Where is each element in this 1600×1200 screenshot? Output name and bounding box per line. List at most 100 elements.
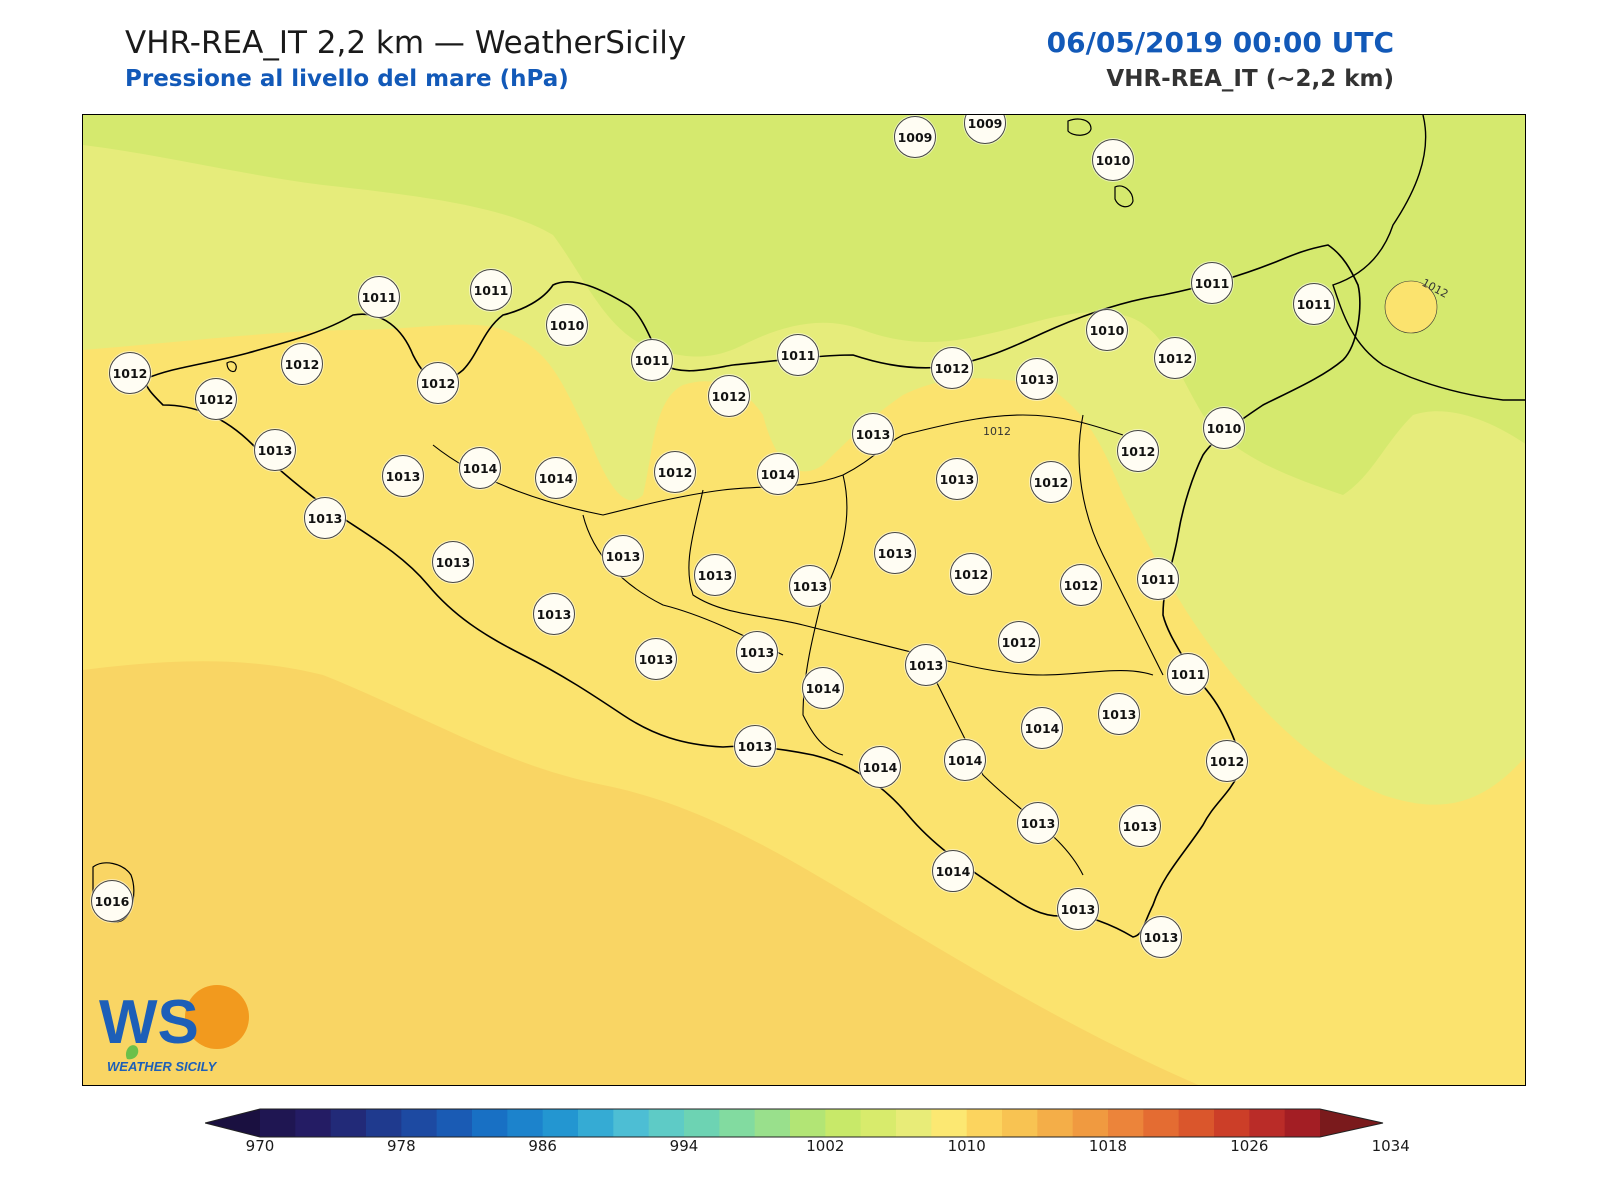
- station-marker: 1013: [734, 725, 776, 767]
- colorbar-segment: [790, 1109, 826, 1137]
- colorbar-segment: [1037, 1109, 1074, 1137]
- colorbar-tick-label: 1002: [806, 1137, 845, 1155]
- colorbar-underflow: [205, 1109, 260, 1137]
- station-marker: 1012: [1117, 430, 1159, 472]
- station-marker: 1012: [998, 621, 1040, 663]
- station-marker: 1013: [635, 638, 677, 680]
- colorbar-segment: [578, 1109, 614, 1137]
- colorbar-tick-label: 1018: [1088, 1137, 1128, 1155]
- colorbar-tick-label: 970: [245, 1137, 275, 1155]
- station-marker: 1014: [535, 457, 577, 499]
- contour-label: 1012: [983, 425, 1011, 438]
- station-marker: 1012: [1060, 564, 1102, 606]
- station-marker: 1012: [417, 362, 459, 404]
- colorbar-tick-label: 1010: [947, 1137, 986, 1155]
- station-marker: 1012: [950, 553, 992, 595]
- province-border: [802, 474, 848, 756]
- station-marker: 1012: [109, 352, 151, 394]
- station-marker: 1014: [802, 667, 844, 709]
- colorbar-segment: [896, 1109, 932, 1137]
- station-marker: 1010: [1203, 407, 1245, 449]
- colorbar-segment: [825, 1109, 862, 1137]
- station-marker: 1011: [1293, 283, 1335, 325]
- map-subtitle: Pressione al livello del mare (hPa): [125, 66, 569, 92]
- colorbar-segment: [1284, 1109, 1321, 1137]
- station-marker: 1013: [1140, 916, 1182, 958]
- station-marker: 1012: [708, 375, 750, 417]
- station-marker: 1012: [281, 343, 323, 385]
- station-marker: 1014: [757, 453, 799, 495]
- province-border: [1078, 414, 1164, 676]
- station-marker: 1011: [1137, 558, 1179, 600]
- colorbar-segment: [754, 1109, 791, 1137]
- weathersicily-logo: WS WEATHER SICILY: [97, 981, 267, 1081]
- station-marker: 1014: [944, 739, 986, 781]
- colorbar-segment: [1249, 1109, 1286, 1137]
- station-marker: 1012: [195, 378, 237, 420]
- colorbar-segment: [260, 1109, 296, 1137]
- station-marker: 1011: [1167, 653, 1209, 695]
- station-marker: 1010: [1086, 309, 1128, 351]
- island: [226, 361, 237, 373]
- station-marker: 1011: [470, 269, 512, 311]
- pressure-map: 1012 1012 1009 1009 1010 1011 1011 1010 1011 10…: [82, 114, 1526, 1086]
- station-marker: 1012: [931, 347, 973, 389]
- forecast-datetime: 06/05/2019 00:00 UTC: [1046, 26, 1394, 59]
- colorbar-segment: [931, 1109, 968, 1137]
- colorbar-segment: [507, 1109, 544, 1137]
- colorbar-outline: [205, 1108, 1384, 1138]
- station-marker: 1011: [358, 276, 400, 318]
- island: [1114, 185, 1134, 208]
- colorbar-segment: [648, 1109, 685, 1137]
- colorbar-segment: [401, 1109, 438, 1137]
- station-marker: 1013: [789, 565, 831, 607]
- station-marker: 1009: [894, 116, 936, 158]
- station-marker: 1013: [602, 535, 644, 577]
- station-marker: 1013: [736, 631, 778, 673]
- colorbar-segment: [366, 1109, 402, 1137]
- colorbar-tick-label: 1026: [1230, 1137, 1269, 1155]
- station-marker: 1011: [777, 334, 819, 376]
- colorbar-segment: [1178, 1109, 1215, 1137]
- logo-leaf: [125, 1045, 139, 1060]
- station-marker: 1014: [859, 746, 901, 788]
- station-marker: 1013: [432, 541, 474, 583]
- colorbar-segment: [613, 1109, 650, 1137]
- island: [1067, 118, 1092, 136]
- station-marker: 1013: [694, 554, 736, 596]
- logo-letters: WS: [99, 988, 199, 1057]
- colorbar-tick-label: 978: [387, 1137, 416, 1155]
- colorbar-segment: [472, 1109, 508, 1137]
- province-border: [922, 654, 1084, 876]
- colorbar-segment: [1002, 1109, 1038, 1137]
- logo-text: WEATHER SICILY: [107, 1059, 218, 1074]
- colorbar-segment: [684, 1109, 720, 1137]
- colorbar-segment: [1214, 1109, 1250, 1137]
- station-marker: 1013: [852, 413, 894, 455]
- station-marker: 1012: [1030, 461, 1072, 503]
- colorbar-overflow: [1320, 1109, 1383, 1137]
- model-label: VHR-REA_IT (~2,2 km): [1106, 66, 1394, 92]
- station-marker: 1010: [1092, 139, 1134, 181]
- sicily-coastline: [144, 244, 1361, 938]
- colorbar-segment: [966, 1109, 1003, 1137]
- station-marker: 1010: [546, 304, 588, 346]
- colorbar-segment: [719, 1109, 756, 1137]
- map-title: VHR-REA_IT 2,2 km — WeatherSicily: [125, 25, 687, 61]
- station-marker: 1013: [1098, 693, 1140, 735]
- colorbar-segment: [436, 1109, 473, 1137]
- colorbar-segment: [542, 1109, 579, 1137]
- station-marker: 1012: [1154, 337, 1196, 379]
- station-marker: 1012: [1206, 740, 1248, 782]
- station-marker: 1013: [905, 644, 947, 686]
- station-marker: 1013: [1057, 888, 1099, 930]
- station-marker: 1012: [654, 451, 696, 493]
- colorbar-tick-label: 1034: [1371, 1137, 1410, 1155]
- pressure-cell: [1384, 280, 1438, 334]
- station-marker: 1013: [254, 429, 296, 471]
- colorbar-segment: [860, 1109, 897, 1137]
- station-marker: 1013: [382, 455, 424, 497]
- province-border: [432, 414, 1124, 516]
- station-marker: 1013: [304, 497, 346, 539]
- colorbar-segment: [1143, 1109, 1180, 1137]
